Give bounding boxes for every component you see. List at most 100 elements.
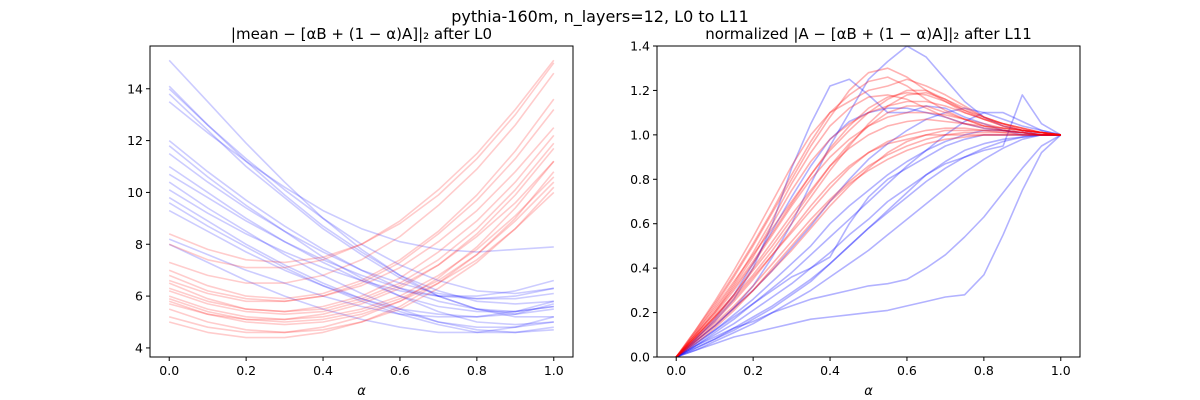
x-tick-label: 1.0: [1051, 363, 1071, 378]
series-line-red-29: [168, 147, 555, 321]
x-tick-label: 0.2: [743, 363, 763, 378]
series-line-red-25: [675, 76, 1061, 357]
series-line-red-23: [168, 142, 555, 313]
chart-title: |mean − [αB + (1 − α)A]|₂ after L0: [231, 25, 492, 43]
series-line-red-19: [675, 78, 1061, 357]
x-tick-label: 0.6: [897, 363, 917, 378]
y-tick-label: 6: [135, 289, 143, 304]
x-tick-label: 0.8: [467, 363, 487, 378]
y-tick-label: 10: [127, 185, 143, 200]
series-line-red-19: [168, 72, 555, 284]
chart-title: normalized |A − [αB + (1 − α)A]|₂ after …: [705, 25, 1032, 43]
y-tick-label: 1.2: [630, 83, 650, 98]
series-line-red-18: [675, 131, 1061, 357]
x-tick-label: 0.4: [313, 363, 333, 378]
series-line-red-21: [168, 127, 555, 303]
series-line-blue-9: [675, 107, 1061, 357]
y-tick-label: 4: [135, 340, 143, 355]
figure-title: pythia-160m, n_layers=12, L0 to L11: [451, 7, 749, 27]
series-line-blue-4: [168, 101, 554, 253]
series-line-red-26: [675, 129, 1061, 357]
series-line-red-21: [675, 134, 1061, 357]
series-line-blue-6: [168, 145, 554, 326]
chart-left: 0.0 0.2 0.4 0.6 0.8 1.0 4 6 8 10 12 14 |mean − [αB +…: [127, 25, 574, 399]
series-line-red-27: [675, 91, 1061, 357]
y-tick-label: 0.8: [630, 172, 650, 187]
series-lines: [168, 59, 555, 339]
series-line-red-32: [168, 171, 555, 339]
series-line-blue-12: [168, 196, 554, 329]
x-tick-label: 0.0: [666, 363, 686, 378]
series-lines: [675, 46, 1062, 357]
series-line-red-22: [675, 89, 1061, 357]
series-line-blue-8: [675, 134, 1061, 357]
series-line-red-22: [168, 109, 555, 303]
series-line-red-28: [168, 191, 555, 326]
series-line-blue-4: [675, 134, 1061, 357]
series-line-red-23: [675, 91, 1061, 357]
series-line-red-18: [168, 59, 555, 269]
series-line-blue-6: [675, 134, 1061, 357]
series-line-blue-11: [675, 107, 1061, 357]
series-line-blue-13: [168, 202, 554, 334]
series-line-blue-7: [675, 129, 1061, 357]
series-line-blue-1: [168, 85, 554, 305]
series-line-blue-10: [168, 181, 554, 334]
series-line-red-28: [675, 105, 1061, 357]
series-line-blue-11: [168, 189, 555, 297]
y-tick-label: 0.2: [630, 305, 650, 320]
series-line-blue-16: [168, 243, 555, 334]
series-line-blue-3: [168, 93, 554, 318]
series-line-red-13: [675, 100, 1061, 357]
series-line-red-25: [168, 160, 555, 316]
series-line-red-20: [168, 98, 555, 300]
series-line-red-24: [675, 127, 1061, 357]
y-tick-label: 8: [135, 237, 143, 252]
axes-frame: [656, 45, 1081, 358]
series-line-red-15: [675, 67, 1061, 357]
series-line-blue-5: [168, 139, 554, 313]
series-line-blue-12: [675, 111, 1061, 357]
series-line-blue-10: [675, 134, 1061, 357]
chart-right: 0.0 0.2 0.4 0.6 0.8 1.0 0.0 0.2 0.4 0.6 0.8 1.0 1.2 1…: [630, 25, 1081, 399]
series-line-red-24: [168, 134, 555, 313]
x-tick-label: 0.8: [974, 363, 994, 378]
x-axis-label: α: [864, 384, 873, 399]
series-line-blue-7: [168, 152, 554, 300]
series-line-red-27: [168, 181, 555, 323]
x-tick-label: 0.6: [390, 363, 410, 378]
series-line-red-20: [675, 111, 1061, 357]
series-line-red-30: [168, 186, 555, 334]
series-line-red-17: [675, 94, 1061, 357]
y-tick-label: 0.0: [630, 350, 650, 365]
y-tick-label: 1.4: [630, 39, 650, 54]
y-tick-label: 0.6: [630, 216, 650, 231]
series-line-blue-2: [675, 78, 1061, 357]
series-line-red-26: [168, 176, 555, 321]
x-axis-label: α: [357, 384, 366, 399]
series-line-blue-8: [168, 165, 554, 313]
series-line-blue-0: [168, 59, 554, 316]
series-line-blue-1: [675, 134, 1062, 357]
y-tick-label: 1.0: [630, 127, 650, 142]
y-tick-label: 0.4: [630, 261, 650, 276]
series-line-blue-14: [168, 209, 555, 318]
x-tick-label: 0.4: [820, 363, 840, 378]
series-line-blue-2: [168, 88, 554, 295]
series-line-blue-3: [675, 46, 1061, 357]
x-tick-label: 1.0: [544, 363, 564, 378]
series-line-red-16: [675, 134, 1061, 357]
y-tick-label: 12: [127, 133, 143, 148]
x-tick-label: 0.2: [236, 363, 256, 378]
axes-frame: [149, 45, 574, 358]
series-line-red-31: [168, 160, 555, 334]
series-line-blue-15: [168, 238, 555, 318]
series-line-blue-0: [675, 134, 1062, 357]
x-tick-label: 0.0: [159, 363, 179, 378]
series-line-blue-5: [675, 94, 1062, 357]
series-line-red-17: [168, 62, 555, 264]
series-line-red-14: [675, 118, 1061, 357]
y-tick-label: 14: [127, 81, 143, 96]
